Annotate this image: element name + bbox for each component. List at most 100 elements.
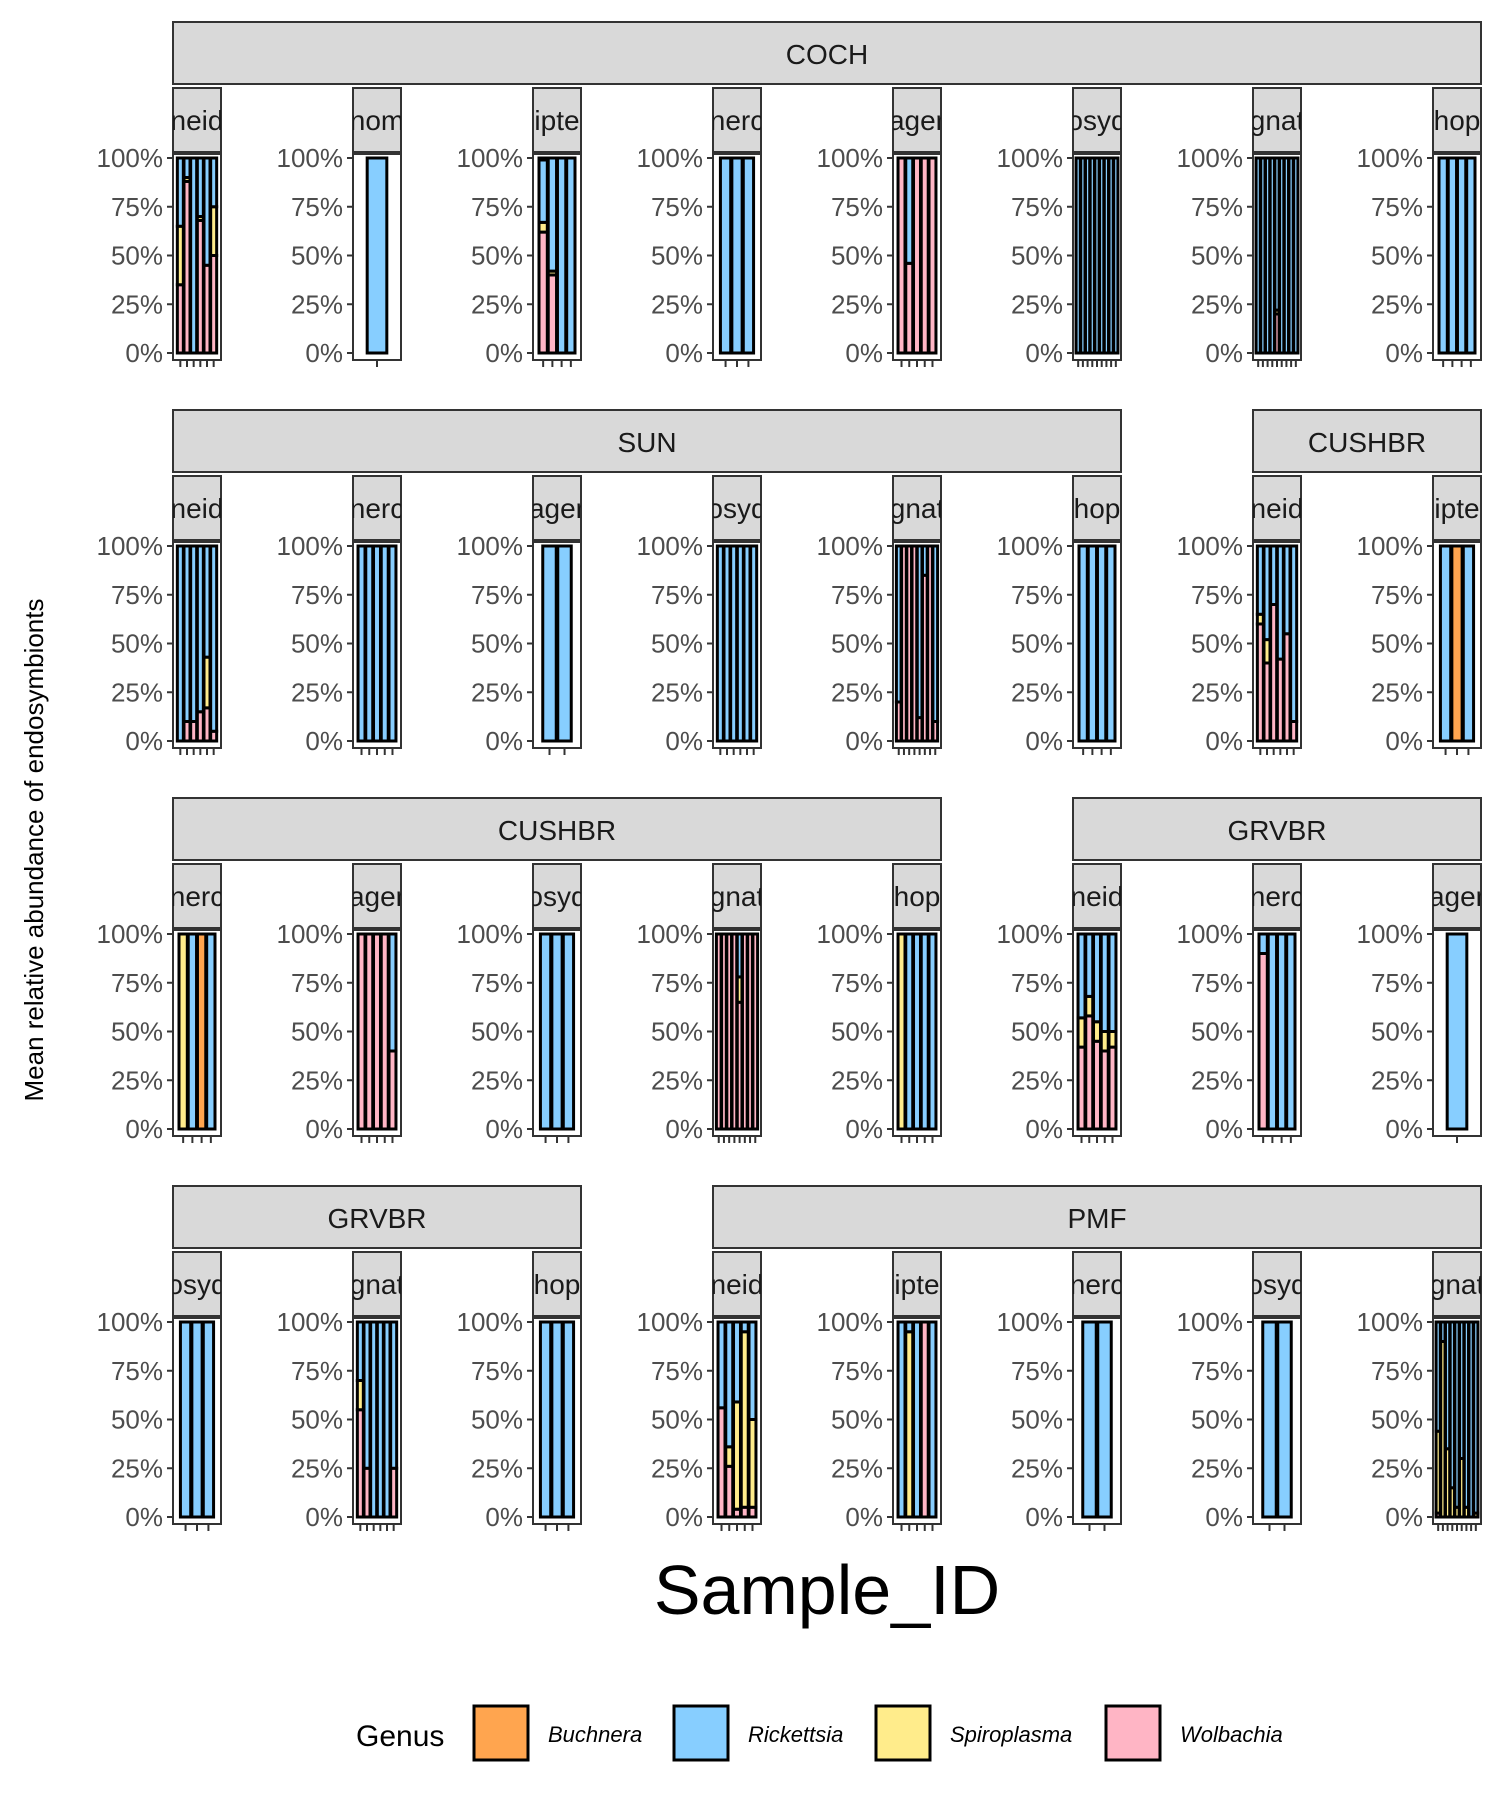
- y-tick-label: 0%: [485, 338, 523, 368]
- y-tick-label: 25%: [1371, 677, 1423, 707]
- bar-segment-rickettsia: [1461, 544, 1476, 743]
- y-tick-label: 100%: [277, 143, 344, 173]
- bar-segment-buchnera: [1450, 544, 1464, 743]
- bar-segment-spiroplasma: [209, 205, 219, 257]
- y-tick-label: 100%: [817, 919, 884, 949]
- bar-segment-spiroplasma: [896, 932, 907, 1131]
- panel-strip-label: nom: [350, 105, 404, 136]
- panel-strip-label: neid: [171, 493, 224, 524]
- bar-segment-rickettsia: [365, 156, 389, 355]
- y-tick-label: 100%: [1357, 143, 1424, 173]
- panel-strip: [352, 1251, 402, 1317]
- panel-strip-label: nerc: [350, 493, 404, 524]
- panel-strip-label: gnat: [1250, 105, 1305, 136]
- y-tick-label: 75%: [471, 1356, 523, 1386]
- y-tick-label: 75%: [471, 968, 523, 998]
- y-tick-label: 0%: [1385, 1502, 1423, 1532]
- y-tick-label: 75%: [651, 968, 703, 998]
- y-tick-label: 0%: [125, 726, 163, 756]
- bar-segment-rickettsia: [927, 1320, 938, 1519]
- y-tick-label: 25%: [111, 1065, 163, 1095]
- y-tick-label: 100%: [817, 143, 884, 173]
- y-tick-label: 0%: [1385, 1114, 1423, 1144]
- y-tick-label: 50%: [651, 629, 703, 659]
- y-tick-label: 25%: [1191, 677, 1243, 707]
- y-tick-label: 25%: [111, 1453, 163, 1483]
- bar-segment-rickettsia: [182, 544, 192, 723]
- bar-segment-spiroplasma: [1092, 1020, 1102, 1043]
- bar-segment-rickettsia: [919, 932, 930, 1131]
- bar-segment-rickettsia: [538, 932, 553, 1131]
- bar-segment-wolbachia: [1257, 952, 1269, 1131]
- bar-segment-rickettsia: [715, 544, 725, 743]
- bar-segment-rickettsia: [1465, 156, 1477, 355]
- bar-segment-spiroplasma: [747, 1418, 758, 1509]
- panel-strip: [172, 87, 222, 153]
- y-tick-label: 0%: [1385, 338, 1423, 368]
- site-strip-label: SUN: [617, 427, 676, 458]
- y-tick-label: 75%: [111, 192, 163, 222]
- y-tick-label: 0%: [665, 338, 703, 368]
- panel-strip: [712, 475, 762, 541]
- bar-segment-rickettsia: [904, 1320, 915, 1334]
- bar-segment-rickettsia: [747, 1320, 758, 1421]
- y-tick-label: 50%: [291, 629, 343, 659]
- panel-strip: [1432, 1251, 1482, 1317]
- panel-strip: [1432, 87, 1482, 153]
- bar-segment-wolbachia: [896, 156, 907, 355]
- bar-segment-wolbachia: [919, 1320, 930, 1519]
- y-tick-label: 75%: [831, 580, 883, 610]
- bar-segment-buchnera: [195, 932, 208, 1131]
- y-tick-label: 25%: [831, 677, 883, 707]
- bar-segment-wolbachia: [919, 156, 930, 355]
- bar-segment-wolbachia: [912, 156, 922, 355]
- panel-border: [1252, 1317, 1302, 1525]
- panel-strip: [892, 1251, 942, 1317]
- y-tick-label: 100%: [457, 919, 524, 949]
- bar-segment-rickettsia: [175, 156, 185, 228]
- panel-border: [172, 541, 222, 749]
- site-strip-label: CUSHBR: [498, 815, 616, 846]
- y-tick-label: 50%: [291, 1405, 343, 1435]
- legend-label-buchnera: Buchnera: [548, 1722, 642, 1747]
- y-tick-label: 50%: [1371, 1405, 1423, 1435]
- panel-strip-label: hop: [1074, 493, 1121, 524]
- bar-segment-rickettsia: [741, 156, 756, 355]
- panel-border: [1252, 929, 1302, 1137]
- y-tick-label: 100%: [277, 1307, 344, 1337]
- bar-segment-wolbachia: [904, 261, 915, 355]
- y-tick-label: 100%: [1177, 143, 1244, 173]
- bar-segment-rickettsia: [927, 932, 938, 1131]
- bar-segment-rickettsia: [189, 544, 199, 723]
- y-tick-label: 75%: [111, 580, 163, 610]
- y-tick-label: 25%: [291, 1065, 343, 1095]
- panel-strip-label: nerc: [1070, 1269, 1124, 1300]
- bar-segment-rickettsia: [195, 544, 205, 714]
- bar-segment-rickettsia: [1292, 156, 1300, 355]
- bar-segment-spiroplasma: [1099, 1030, 1110, 1053]
- y-tick-label: 75%: [1011, 1356, 1063, 1386]
- panel-border: [1252, 541, 1302, 749]
- site-strip: [172, 409, 1122, 473]
- y-tick-label: 75%: [1191, 580, 1243, 610]
- y-tick-label: 75%: [651, 192, 703, 222]
- y-tick-label: 100%: [637, 919, 704, 949]
- bar-segment-rickettsia: [904, 156, 915, 265]
- y-tick-label: 0%: [485, 1114, 523, 1144]
- panel-border: [352, 541, 402, 749]
- y-tick-label: 0%: [1025, 1114, 1063, 1144]
- y-tick-label: 0%: [125, 1502, 163, 1532]
- bar-segment-rickettsia: [182, 156, 192, 179]
- y-tick-label: 75%: [651, 580, 703, 610]
- y-tick-label: 75%: [471, 580, 523, 610]
- bar-segment-spiroplasma: [739, 1330, 750, 1509]
- legend: Genus Buchnera Rickettsia Spiroplasma Wolba…: [356, 1704, 1283, 1762]
- bar-segment-rickettsia: [1107, 932, 1118, 1033]
- y-tick-label: 100%: [457, 143, 524, 173]
- site-strip: [172, 1185, 582, 1249]
- bar-segment-rickettsia: [209, 544, 219, 733]
- y-tick-label: 75%: [111, 968, 163, 998]
- site-strip: [712, 1185, 1482, 1249]
- bar-segment-rickettsia: [1076, 932, 1087, 1020]
- bar-segment-rickettsia: [1275, 544, 1285, 661]
